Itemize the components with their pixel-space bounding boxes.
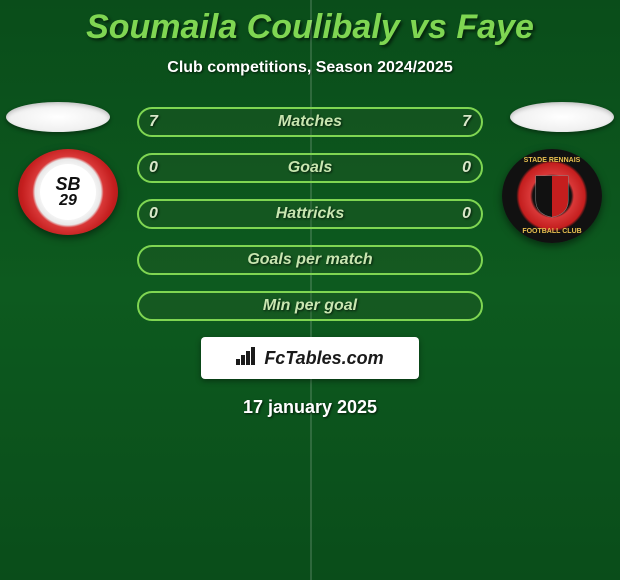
stat-left-value: 0: [149, 205, 158, 223]
stat-left-value: 7: [149, 113, 158, 131]
left-ellipse-decoration: [6, 102, 110, 132]
stat-left-value: 0: [149, 159, 158, 177]
right-team-badge: STADE RENNAIS FOOTBALL CLUB: [502, 149, 602, 243]
sb29-number: 29: [59, 193, 77, 209]
branding-box[interactable]: FcTables.com: [201, 337, 419, 379]
stat-row-goals-per-match: Goals per match: [137, 245, 483, 275]
stat-label: Goals per match: [247, 251, 372, 269]
branding-text: FcTables.com: [264, 348, 383, 369]
page-title: Soumaila Coulibaly vs Faye: [0, 0, 620, 47]
stat-label: Hattricks: [276, 205, 344, 223]
stat-row-hattricks: 0 Hattricks 0: [137, 199, 483, 229]
stat-row-matches: 7 Matches 7: [137, 107, 483, 137]
stat-label: Goals: [288, 159, 332, 177]
left-team-badge: SB 29: [18, 149, 118, 243]
sb29-letters: SB: [55, 175, 80, 193]
rennais-badge-icon: STADE RENNAIS FOOTBALL CLUB: [502, 149, 602, 243]
rennais-top-text: STADE RENNAIS: [524, 157, 581, 164]
stat-label: Min per goal: [263, 297, 357, 315]
date-text: 17 january 2025: [0, 397, 620, 418]
stat-right-value: 0: [462, 205, 471, 223]
bar-chart-icon: [236, 347, 258, 370]
rennais-bottom-text: FOOTBALL CLUB: [522, 228, 581, 235]
right-ellipse-decoration: [510, 102, 614, 132]
stat-row-goals: 0 Goals 0: [137, 153, 483, 183]
stat-label: Matches: [278, 113, 342, 131]
stat-right-value: 7: [462, 113, 471, 131]
rennais-shield-icon: [534, 174, 570, 218]
stat-right-value: 0: [462, 159, 471, 177]
stats-container: 7 Matches 7 0 Goals 0 0 Hattricks 0 Goal…: [137, 107, 483, 321]
main-content: SB 29 STADE RENNAIS FOOTBALL CLUB 7 Matc…: [0, 107, 620, 418]
sb29-badge-icon: SB 29: [18, 149, 118, 235]
subtitle: Club competitions, Season 2024/2025: [0, 59, 620, 77]
stat-row-min-per-goal: Min per goal: [137, 291, 483, 321]
